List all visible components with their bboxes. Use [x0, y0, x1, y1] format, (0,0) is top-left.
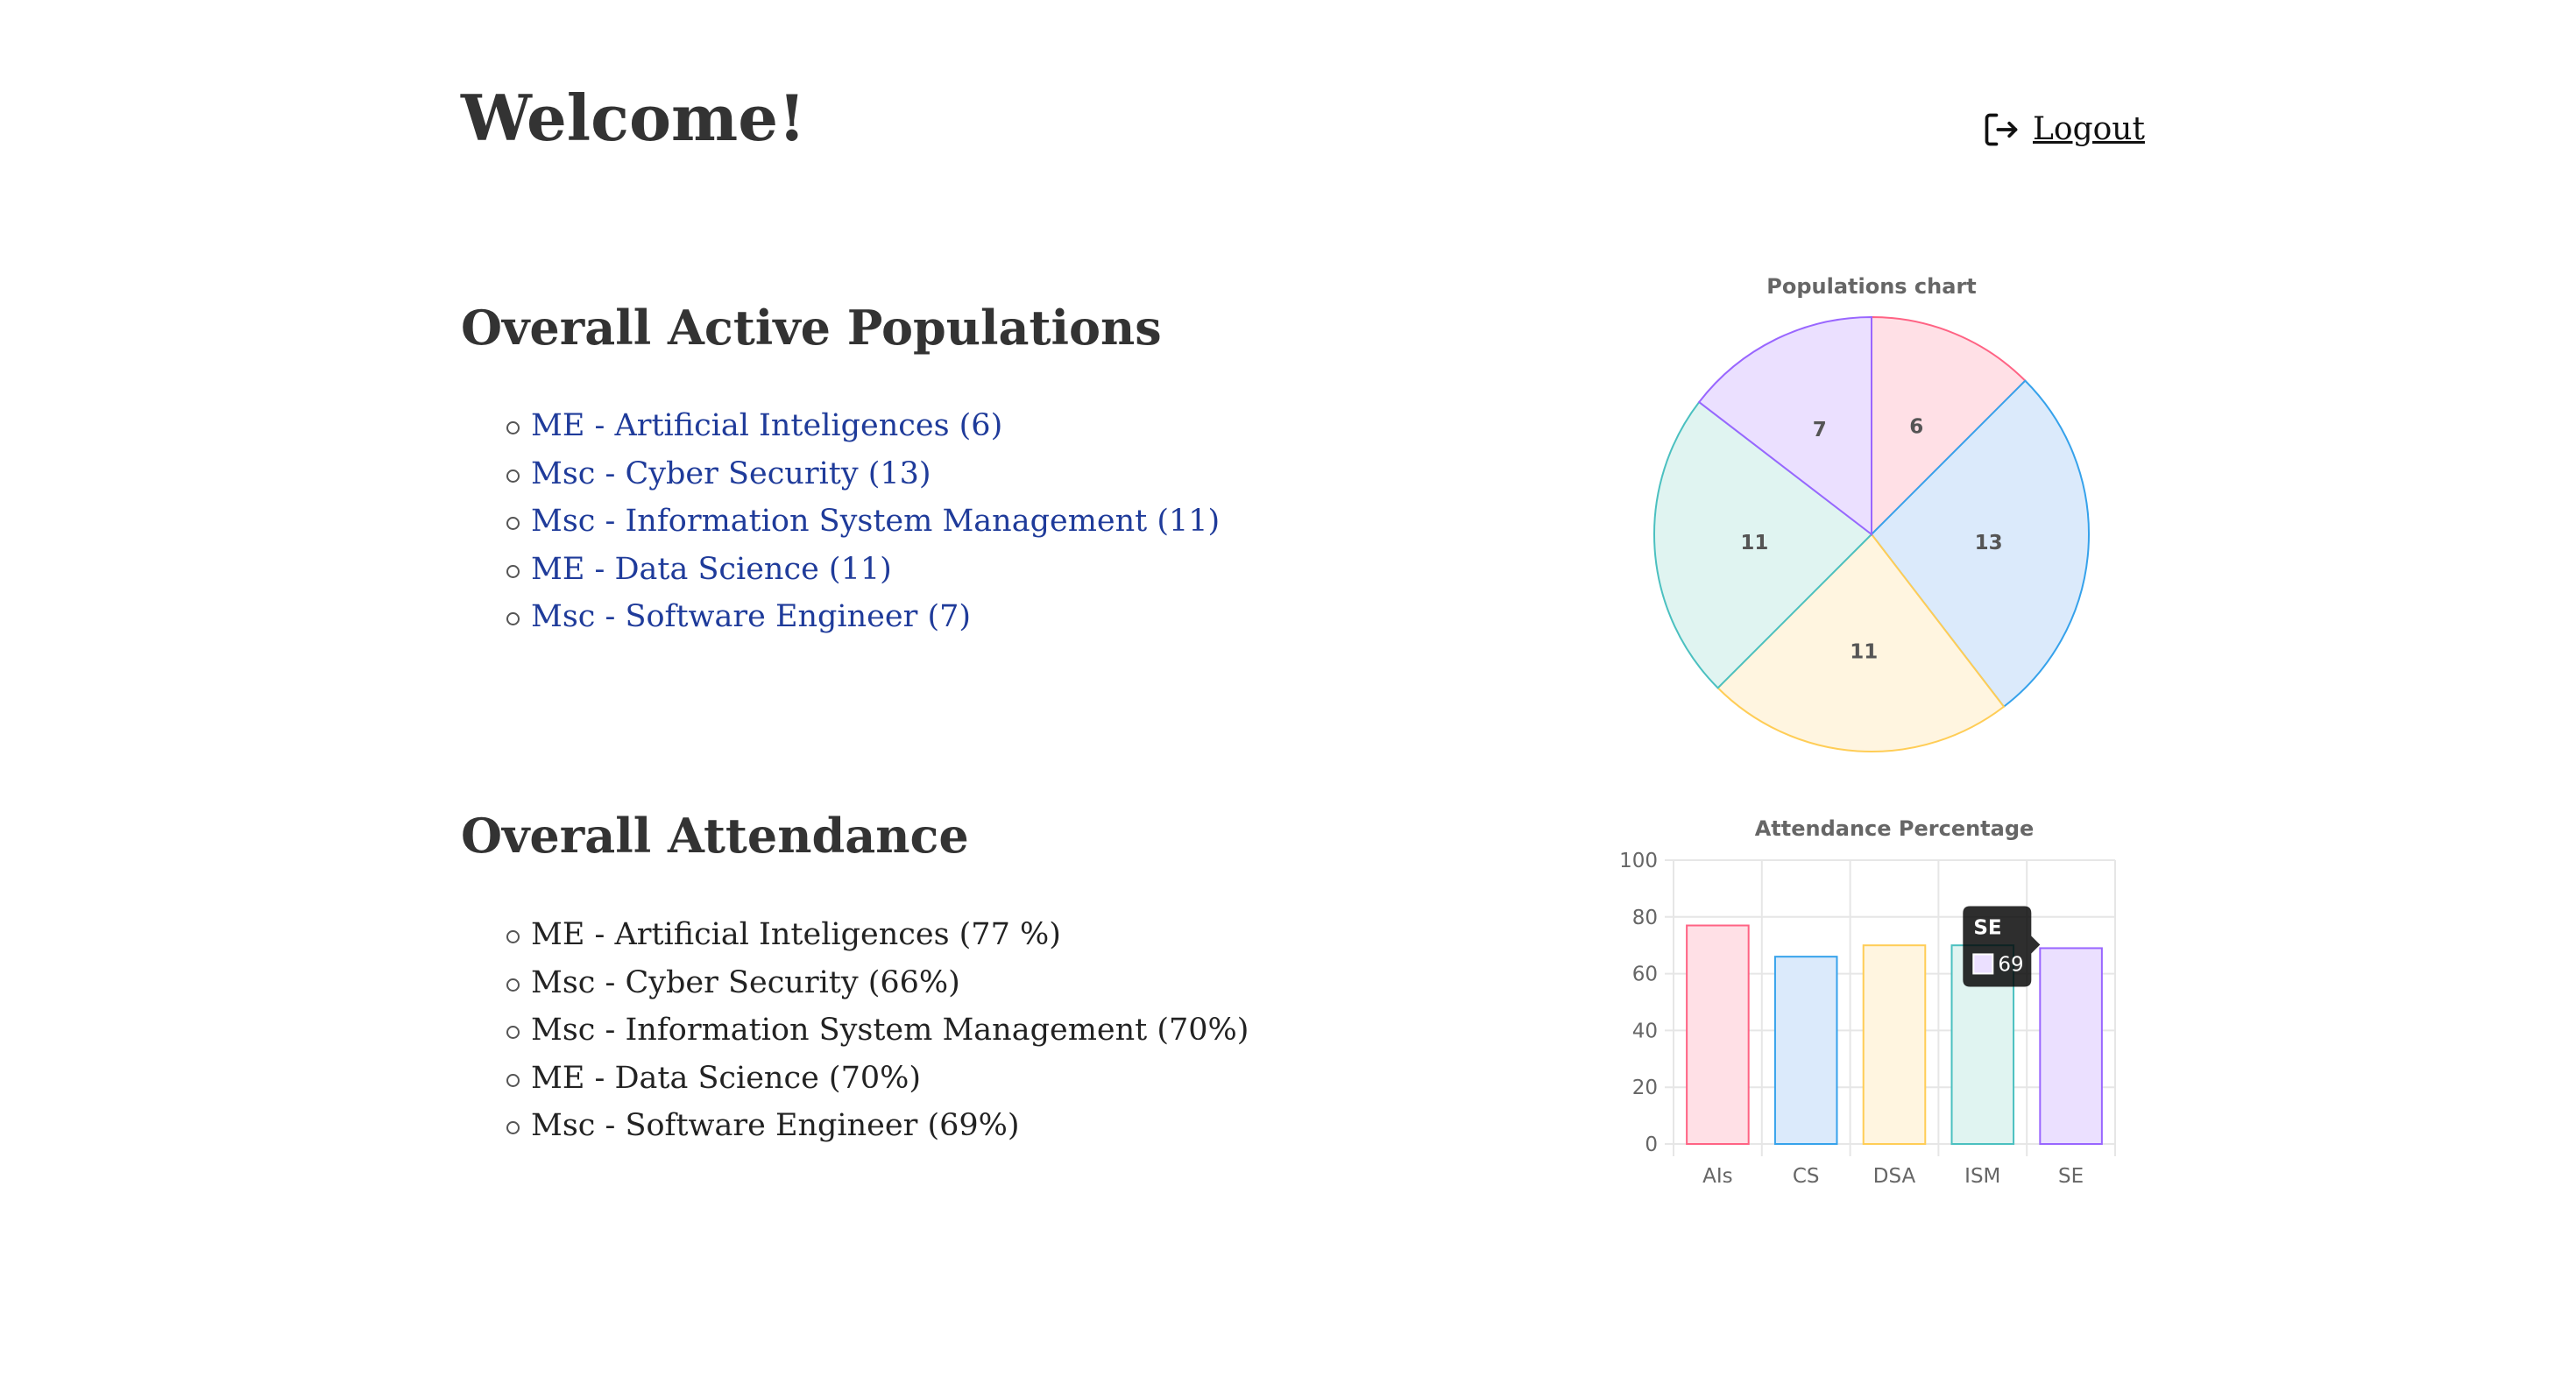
pie-data-label: 6 [1909, 415, 1923, 438]
tooltip-title: SE [1973, 916, 2001, 939]
population-link[interactable]: Msc - Information System Management (11) [531, 504, 1221, 539]
pie-data-label: 11 [1740, 532, 1768, 554]
y-tick-label: 100 [1619, 850, 1658, 872]
list-item: ME - Data Science (70%) [506, 1055, 1249, 1103]
y-tick-label: 80 [1632, 907, 1658, 929]
list-item[interactable]: ME - Artificial Inteligences (6) [506, 402, 1220, 450]
list-item: Msc - Software Engineer (69%) [506, 1102, 1249, 1150]
page-title: Welcome! [461, 81, 806, 155]
pie-slice-ism[interactable] [1653, 400, 1873, 689]
population-link[interactable]: ME - Artificial Inteligences (6) [531, 408, 1003, 443]
chart-title: Populations chart [1766, 274, 1977, 299]
y-tick-label: 20 [1632, 1077, 1658, 1099]
x-tick-label: AIs [1702, 1165, 1733, 1188]
pie-data-label: 11 [1850, 641, 1878, 664]
logout-label[interactable]: Logout [2033, 111, 2145, 147]
pie-data-label: 7 [1813, 419, 1827, 441]
attendance-item: ME - Data Science (70%) [531, 1060, 922, 1096]
pie-slice-ais[interactable] [1871, 315, 2027, 537]
y-tick-label: 0 [1645, 1133, 1658, 1156]
populations-heading: Overall Active Populations [461, 300, 1162, 356]
attendance-heading: Overall Attendance [461, 808, 969, 864]
list-item[interactable]: Msc - Information System Management (11) [506, 498, 1220, 546]
list-item[interactable]: Msc - Cyber Security (13) [506, 450, 1220, 498]
pie-slice-dsa[interactable] [1716, 533, 2006, 752]
attendance-chart[interactable]: Attendance Percentage 0 20 40 60 80 100 AIs CS DS… [1609, 815, 2134, 1200]
attendance-item: Msc - Information System Management (70%… [531, 1013, 1249, 1048]
list-item: Msc - Information System Management (70%… [506, 1006, 1249, 1055]
y-tick-label: 60 [1632, 964, 1658, 986]
list-item[interactable]: ME - Data Science (11) [506, 546, 1220, 594]
x-tick-label: DSA [1873, 1165, 1916, 1188]
pie-slice-cs[interactable] [1870, 379, 2090, 709]
populations-chart[interactable]: Populations chart 6 13 11 11 7 [1647, 267, 2103, 758]
population-link[interactable]: ME - Data Science (11) [531, 551, 892, 587]
x-tick-label: ISM [1964, 1165, 2000, 1188]
attendance-item: ME - Artificial Inteligences (77 %) [531, 917, 1061, 952]
bar-cs[interactable] [1773, 956, 1838, 1145]
logout-link[interactable]: Logout [1982, 110, 2145, 149]
x-tick-label: CS [1793, 1165, 1820, 1188]
bar-se[interactable] [2039, 947, 2103, 1145]
list-item: Msc - Cyber Security (66%) [506, 959, 1249, 1007]
x-tick-label: SE [2058, 1165, 2084, 1188]
pie-slice-se[interactable] [1697, 315, 1872, 537]
population-link[interactable]: Msc - Software Engineer (7) [531, 599, 972, 634]
logout-icon [1982, 110, 2020, 149]
chart-title: Attendance Percentage [1755, 816, 2035, 841]
y-tick-label: 40 [1632, 1020, 1658, 1042]
bar-ais[interactable] [1686, 924, 1750, 1145]
attendance-list: ME - Artificial Inteligences (77 %) Msc … [506, 911, 1249, 1150]
attendance-item: Msc - Software Engineer (69%) [531, 1108, 1020, 1143]
pie-data-label: 13 [1975, 532, 2003, 554]
tooltip-swatch [1972, 953, 1994, 975]
list-item: ME - Artificial Inteligences (77 %) [506, 911, 1249, 959]
attendance-item: Msc - Cyber Security (66%) [531, 964, 960, 1000]
list-item[interactable]: Msc - Software Engineer (7) [506, 593, 1220, 641]
populations-list: ME - Artificial Inteligences (6) Msc - C… [506, 402, 1220, 641]
population-link[interactable]: Msc - Cyber Security (13) [531, 455, 931, 491]
bar-dsa[interactable] [1862, 944, 1927, 1145]
tooltip-value: 69 [1998, 953, 2023, 976]
